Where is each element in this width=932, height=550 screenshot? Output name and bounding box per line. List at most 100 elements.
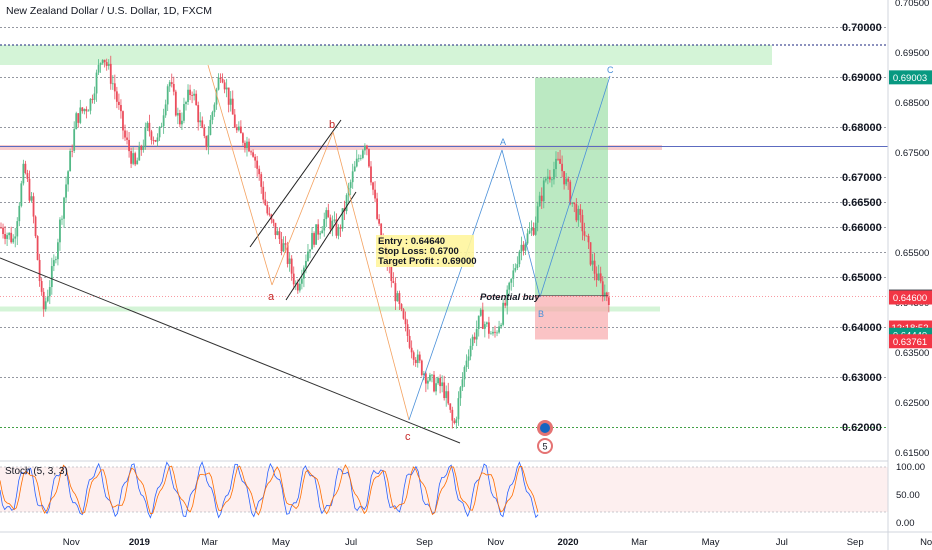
candle[interactable] [170,82,173,84]
candle[interactable] [38,259,41,282]
candle[interactable] [290,258,293,274]
candle[interactable] [439,378,442,387]
candle[interactable] [264,199,267,206]
candle[interactable] [158,127,161,138]
candle[interactable] [546,176,549,179]
candle[interactable] [126,137,128,140]
candle[interactable] [368,149,370,167]
candle[interactable] [331,220,334,230]
candle[interactable] [512,270,515,279]
candle[interactable] [577,208,580,221]
candle[interactable] [540,195,543,202]
candle[interactable] [412,352,415,360]
candle[interactable] [575,204,578,221]
candle[interactable] [457,398,460,420]
candle[interactable] [359,157,362,159]
candle[interactable] [213,104,216,113]
candle[interactable] [530,227,533,231]
candle[interactable] [50,266,53,288]
candle[interactable] [99,63,102,65]
candle[interactable] [280,239,283,252]
candle[interactable] [378,218,381,224]
candle[interactable] [394,283,397,302]
candle[interactable] [156,137,159,142]
candle[interactable] [235,127,238,131]
candle[interactable] [160,126,163,128]
candle[interactable] [496,332,498,334]
candle[interactable] [408,335,411,348]
candle[interactable] [282,243,285,252]
candle[interactable] [526,233,529,244]
candle[interactable] [272,219,275,223]
candle[interactable] [142,146,145,150]
candle[interactable] [321,230,324,234]
candle[interactable] [390,266,393,282]
candle[interactable] [225,87,228,90]
candle[interactable] [317,224,320,235]
candle[interactable] [168,82,171,87]
candle[interactable] [244,142,246,149]
candle[interactable] [118,101,120,106]
candle[interactable] [107,63,110,66]
candle[interactable] [475,329,478,340]
candle[interactable] [565,178,568,185]
candle[interactable] [599,273,602,282]
candle[interactable] [203,127,206,136]
candle[interactable] [300,278,303,284]
take-profit-zone[interactable] [535,77,608,296]
candle[interactable] [12,238,15,243]
candle[interactable] [237,126,240,131]
candle[interactable] [296,283,299,291]
candle[interactable] [315,224,318,245]
candle[interactable] [229,98,232,105]
candle[interactable] [542,180,545,202]
candle[interactable] [132,153,135,164]
candle[interactable] [120,105,122,112]
candle[interactable] [441,382,444,387]
candle[interactable] [292,273,295,285]
candle[interactable] [2,227,4,235]
candle[interactable] [178,113,181,125]
candle[interactable] [152,140,155,141]
candle[interactable] [176,113,179,116]
candle[interactable] [79,107,82,123]
candle[interactable] [392,281,395,284]
candle[interactable] [477,315,480,330]
candle[interactable] [148,122,151,132]
candle[interactable] [563,171,566,185]
candle[interactable] [154,140,157,142]
candle[interactable] [443,382,446,399]
candle[interactable] [561,163,563,172]
candle[interactable] [465,360,468,368]
candle[interactable] [520,244,523,252]
candle[interactable] [85,109,88,112]
ABC-wave-line-2[interactable] [501,149,541,298]
candle[interactable] [32,196,35,217]
candle[interactable] [305,260,307,268]
candle[interactable] [416,354,419,364]
candle[interactable] [473,336,476,340]
candle[interactable] [337,227,340,236]
candle[interactable] [256,160,259,169]
candle[interactable] [215,89,218,105]
candle[interactable] [583,231,586,236]
candle[interactable] [231,98,234,115]
candle[interactable] [124,130,126,138]
candle[interactable] [427,380,429,384]
candle[interactable] [504,302,507,306]
candle[interactable] [311,233,313,250]
candle[interactable] [522,244,525,251]
candle[interactable] [18,205,21,222]
candle[interactable] [551,179,553,181]
candle[interactable] [205,135,208,148]
candle[interactable] [185,101,187,105]
candle[interactable] [589,242,592,265]
candle[interactable] [115,91,118,102]
candle[interactable] [453,420,456,423]
candle[interactable] [197,105,200,123]
candle[interactable] [65,184,67,198]
candle[interactable] [4,234,6,239]
candle[interactable] [524,243,527,251]
candle[interactable] [603,292,606,297]
candle[interactable] [420,360,423,375]
